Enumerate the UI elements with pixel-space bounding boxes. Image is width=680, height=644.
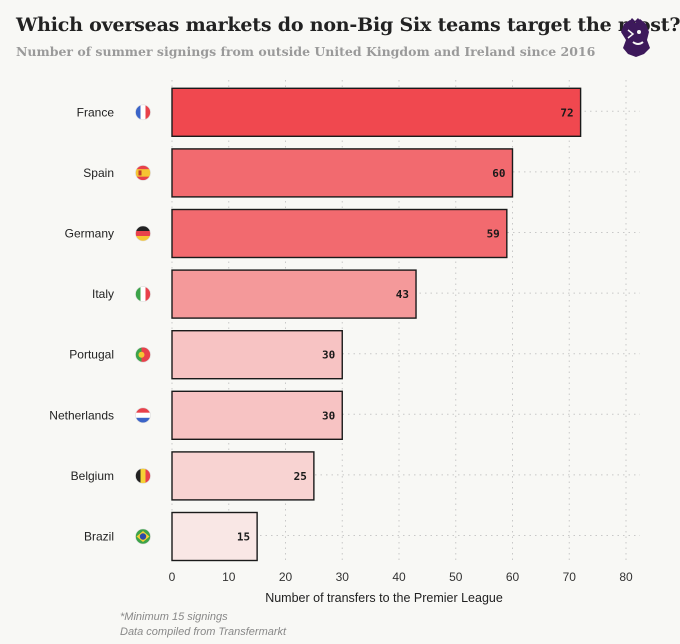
chart-subtitle: Number of summer signings from outside U…	[16, 44, 596, 59]
brazil-flag-icon	[135, 529, 151, 544]
chart-title: Which overseas markets do non-Big Six te…	[16, 14, 680, 36]
x-tick-label: 0	[169, 570, 176, 584]
bar-value-label: 15	[237, 531, 250, 544]
bar-value-label: 59	[487, 228, 500, 241]
x-axis-label: Number of transfers to the Premier Leagu…	[265, 591, 503, 605]
bar-germany	[171, 208, 508, 259]
x-tick-label: 30	[336, 570, 350, 584]
x-tick-label: 70	[563, 570, 577, 584]
bar-brazil	[171, 511, 258, 562]
x-tick-label: 10	[222, 570, 236, 584]
belgium-flag-icon	[135, 468, 151, 484]
bar-netherlands	[171, 390, 343, 440]
premier-league-lion-icon	[621, 18, 650, 57]
x-tick-label: 60	[506, 570, 520, 584]
france-flag-icon	[135, 104, 151, 120]
bar-value-label: 43	[396, 288, 409, 301]
category-label: Spain	[83, 166, 114, 180]
category-label: Brazil	[84, 530, 114, 544]
footnote-minimum: *Minimum 15 signings	[120, 611, 228, 623]
bar-value-label: 30	[322, 349, 335, 362]
x-tick-label: 40	[392, 570, 406, 584]
x-tick-label: 20	[279, 570, 293, 584]
footnote-source: Data compiled from Transfermarkt	[120, 626, 287, 638]
bar-value-label: 72	[560, 106, 573, 119]
bar-portugal	[171, 330, 343, 380]
bar-belgium	[171, 451, 315, 501]
portugal-flag-icon	[135, 347, 151, 363]
bar-value-label: 30	[322, 409, 335, 422]
category-label: Netherlands	[49, 408, 114, 422]
bar-france	[171, 87, 582, 138]
footnote: *Minimum 15 signings Data compiled from …	[120, 610, 286, 640]
category-label: France	[77, 105, 115, 119]
italy-flag-icon	[135, 286, 151, 302]
category-label: Italy	[92, 287, 114, 301]
bar-value-label: 25	[294, 470, 307, 483]
bar-spain	[171, 148, 514, 198]
category-label: Portugal	[69, 348, 114, 362]
germany-flag-icon	[135, 226, 151, 241]
netherlands-flag-icon	[135, 407, 151, 423]
x-tick-label: 50	[449, 570, 463, 584]
category-label: Belgium	[71, 469, 114, 483]
bar-italy	[171, 269, 417, 319]
x-tick-label: 80	[619, 570, 633, 584]
bar-value-label: 60	[492, 167, 505, 180]
spain-flag-icon	[135, 165, 151, 181]
category-label: Germany	[65, 227, 114, 241]
